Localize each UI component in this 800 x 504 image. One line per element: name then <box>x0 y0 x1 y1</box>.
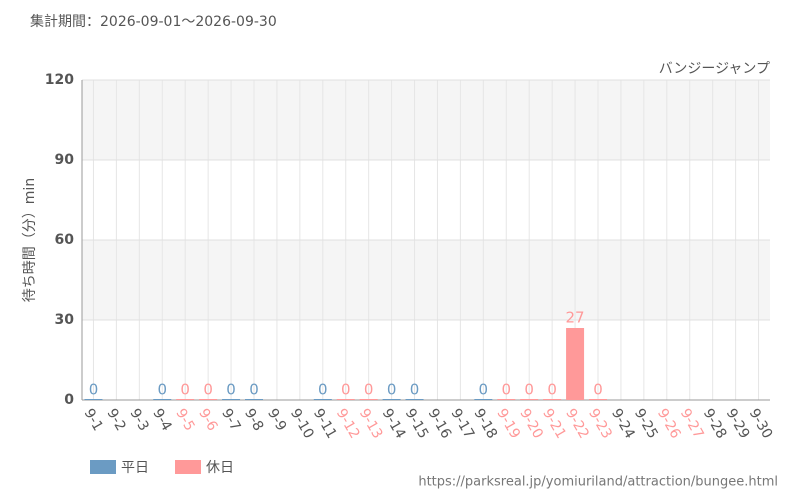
data-label: 0 <box>249 381 259 399</box>
y-axis-label: 待ち時間（分）min <box>22 178 38 302</box>
y-tick-label: 90 <box>55 152 75 168</box>
x-tick-label: 9-14 <box>379 406 409 442</box>
data-label: 0 <box>501 381 511 399</box>
x-tick-label: 9-10 <box>287 406 317 442</box>
x-tick-label: 9-13 <box>356 406 386 442</box>
x-tick-label: 9-17 <box>447 406 477 442</box>
x-tick-label: 9-9 <box>264 406 289 434</box>
legend-label: 休日 <box>206 460 234 476</box>
data-label: 0 <box>410 381 420 399</box>
data-label: 0 <box>180 381 190 399</box>
bar <box>543 399 562 400</box>
x-tick-label: 9-25 <box>631 406 661 442</box>
x-tick-label: 9-6 <box>195 406 220 434</box>
x-tick-label: 9-21 <box>539 406 569 442</box>
legend-swatch <box>90 460 116 474</box>
data-label: 0 <box>387 381 397 399</box>
data-label: 0 <box>547 381 557 399</box>
plot-band <box>82 240 770 320</box>
source-url: https://parksreal.jp/yomiuriland/attract… <box>418 475 778 490</box>
x-tick-label: 9-3 <box>126 406 151 434</box>
chart-title: 集計期間：2026-09-01〜2026-09-30 <box>30 13 277 30</box>
data-label: 0 <box>157 381 167 399</box>
data-label: 0 <box>226 381 236 399</box>
x-tick-label: 9-2 <box>103 406 128 434</box>
legend-label: 平日 <box>121 460 149 476</box>
x-tick-label: 9-28 <box>700 406 730 442</box>
data-label: 0 <box>593 381 603 399</box>
x-tick-label: 9-18 <box>470 406 500 442</box>
x-tick-label: 9-11 <box>310 406 340 442</box>
bar <box>245 399 263 400</box>
x-tick-label: 9-15 <box>402 406 432 442</box>
x-tick-label: 9-4 <box>149 406 174 434</box>
data-label: 0 <box>479 381 489 399</box>
x-tick-label: 9-20 <box>516 406 546 442</box>
x-tick-label: 9-26 <box>654 406 684 442</box>
bar <box>382 399 401 400</box>
x-tick-label: 9-12 <box>333 406 363 442</box>
bar <box>497 399 516 400</box>
plot-band <box>82 80 770 160</box>
bar <box>84 399 103 400</box>
y-tick-label: 0 <box>64 392 74 408</box>
y-tick-label: 120 <box>45 72 74 88</box>
bar <box>359 399 378 400</box>
bar <box>566 328 585 400</box>
legend-swatch <box>175 460 201 474</box>
chart-subtitle: バンジージャンプ <box>659 61 770 77</box>
x-tick-label: 9-1 <box>81 406 106 434</box>
x-tick-label: 9-5 <box>172 406 197 434</box>
y-tick-label: 60 <box>55 232 75 248</box>
data-label: 0 <box>318 381 328 399</box>
bar <box>336 399 355 400</box>
bar <box>313 399 332 400</box>
x-tick-label: 9-8 <box>241 406 266 434</box>
data-label: 27 <box>566 309 585 327</box>
bar <box>405 399 424 400</box>
x-tick-label: 9-24 <box>608 406 638 442</box>
bar <box>222 399 241 400</box>
x-tick-label: 9-7 <box>218 406 243 434</box>
bar <box>176 399 195 400</box>
y-tick-label: 30 <box>55 312 75 328</box>
x-tick-label: 9-29 <box>723 406 753 442</box>
bar <box>589 399 607 400</box>
bar <box>199 399 218 400</box>
x-tick-label: 9-27 <box>677 406 707 442</box>
bar <box>474 399 493 400</box>
data-label: 0 <box>364 381 374 399</box>
data-label: 0 <box>341 381 351 399</box>
bar <box>520 399 539 400</box>
x-tick-label: 9-19 <box>493 406 523 442</box>
x-tick-label: 9-23 <box>585 406 615 442</box>
x-tick-label: 9-22 <box>562 406 592 442</box>
x-tick-label: 9-16 <box>425 406 455 442</box>
x-tick-label: 9-30 <box>746 406 776 442</box>
data-label: 0 <box>203 381 213 399</box>
bar <box>153 399 172 400</box>
data-label: 0 <box>524 381 534 399</box>
data-label: 0 <box>89 381 99 399</box>
